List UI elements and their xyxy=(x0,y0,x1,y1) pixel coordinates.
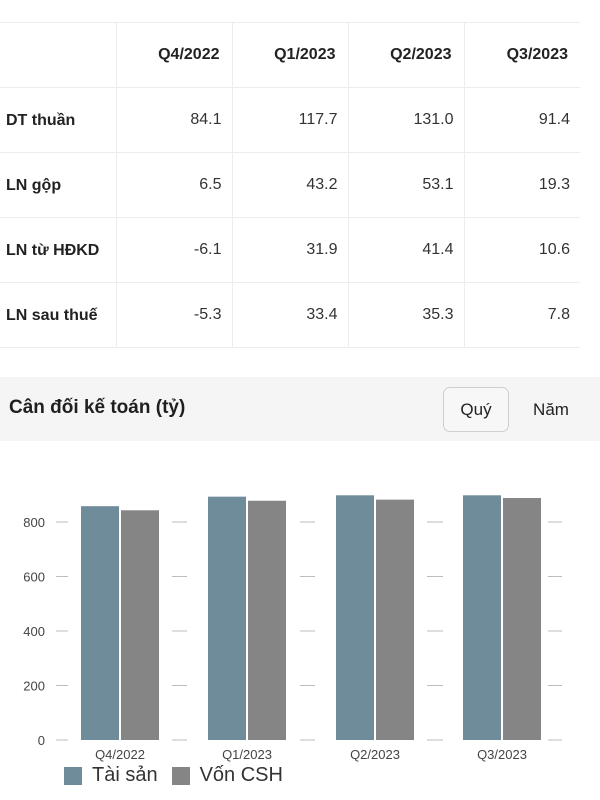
row-label-net-revenue: DT thuần xyxy=(0,87,116,153)
y-tick-label: 600 xyxy=(23,570,45,585)
table-header-row: Q4/2022 Q1/2023 Q2/2023 Q3/2023 xyxy=(0,22,580,88)
table-cell: 53.1 xyxy=(347,152,464,218)
chart-x-axis: Q4/2022 Q1/2023 Q2/2023 Q3/2023 xyxy=(95,747,527,762)
table-cell: 84.1 xyxy=(115,87,232,153)
table-cell: 91.4 xyxy=(463,87,580,153)
x-tick-label: Q4/2022 xyxy=(95,747,145,762)
table-header-q2-2023: Q2/2023 xyxy=(347,22,464,88)
y-tick-label: 400 xyxy=(23,624,45,639)
table-cell: 33.4 xyxy=(231,282,348,348)
table-cell: -5.3 xyxy=(115,282,232,348)
bar-assets xyxy=(336,495,374,740)
legend-swatch-assets xyxy=(64,766,82,785)
legend-label-equity: Vốn CSH xyxy=(199,764,283,786)
income-table: Q4/2022 Q1/2023 Q2/2023 Q3/2023 DT thuần… xyxy=(0,22,580,348)
legend-label-assets: Tài sản xyxy=(92,764,158,786)
x-tick-label: Q3/2023 xyxy=(477,747,527,762)
table-row: LN từ HĐKD -6.1 31.9 41.4 10.6 xyxy=(0,217,580,283)
chart-gridlines xyxy=(56,521,562,741)
table-header-q4-2022: Q4/2022 xyxy=(115,22,232,88)
balance-sheet-header: Cân đối kế toán (tỷ) Quý Năm xyxy=(0,377,600,441)
balance-sheet-title: Cân đối kế toán (tỷ) xyxy=(9,397,186,418)
chart-bars xyxy=(81,495,541,740)
row-label-gross-profit: LN gộp xyxy=(0,152,116,218)
quarter-toggle-button[interactable]: Quý xyxy=(443,387,509,432)
table-header-empty xyxy=(0,22,116,88)
table-header-q3-2023: Q3/2023 xyxy=(463,22,580,88)
row-label-operating-profit: LN từ HĐKD xyxy=(0,217,116,283)
table-row: DT thuần 84.1 117.7 131.0 91.4 xyxy=(0,87,580,153)
table-cell: 7.8 xyxy=(463,282,580,348)
legend-item-assets: Tài sản xyxy=(64,764,158,787)
table-row: LN gộp 6.5 43.2 53.1 19.3 xyxy=(0,152,580,218)
bar-equity xyxy=(503,498,541,740)
x-tick-label: Q2/2023 xyxy=(350,747,400,762)
bar-equity xyxy=(121,510,159,740)
table-row: LN sau thuế -5.3 33.4 35.3 7.8 xyxy=(0,282,580,348)
row-label-net-profit: LN sau thuế xyxy=(0,282,116,348)
bar-equity xyxy=(376,499,414,740)
bar-assets xyxy=(81,506,119,740)
table-cell: 43.2 xyxy=(231,152,348,218)
legend-item-equity: Vốn CSH xyxy=(171,764,283,787)
balance-sheet-chart: 0 200 400 600 800 Q4/2022 Q1/2023 Q2/2023 Q3/20… xyxy=(23,495,562,762)
table-cell: 131.0 xyxy=(347,87,464,153)
y-tick-label: 0 xyxy=(38,733,45,748)
bar-assets xyxy=(463,495,501,740)
bar-equity xyxy=(248,500,286,740)
legend-swatch-equity xyxy=(171,766,190,785)
table-cell: 6.5 xyxy=(115,152,232,218)
table-cell: 117.7 xyxy=(231,87,348,153)
y-tick-label: 800 xyxy=(23,515,45,530)
table-cell: 19.3 xyxy=(463,152,580,218)
table-cell: 35.3 xyxy=(347,282,464,348)
table-cell: 41.4 xyxy=(347,217,464,283)
table-header-q1-2023: Q1/2023 xyxy=(231,22,348,88)
chart-y-axis: 0 200 400 600 800 xyxy=(23,515,45,748)
y-tick-label: 200 xyxy=(23,679,45,694)
table-cell: -6.1 xyxy=(115,217,232,283)
chart-legend: Tài sản Vốn CSH xyxy=(64,764,297,787)
year-toggle-button[interactable]: Năm xyxy=(533,399,569,419)
table-cell: 10.6 xyxy=(463,217,580,283)
table-cell: 31.9 xyxy=(231,217,348,283)
bar-assets xyxy=(208,496,246,740)
x-tick-label: Q1/2023 xyxy=(222,747,272,762)
